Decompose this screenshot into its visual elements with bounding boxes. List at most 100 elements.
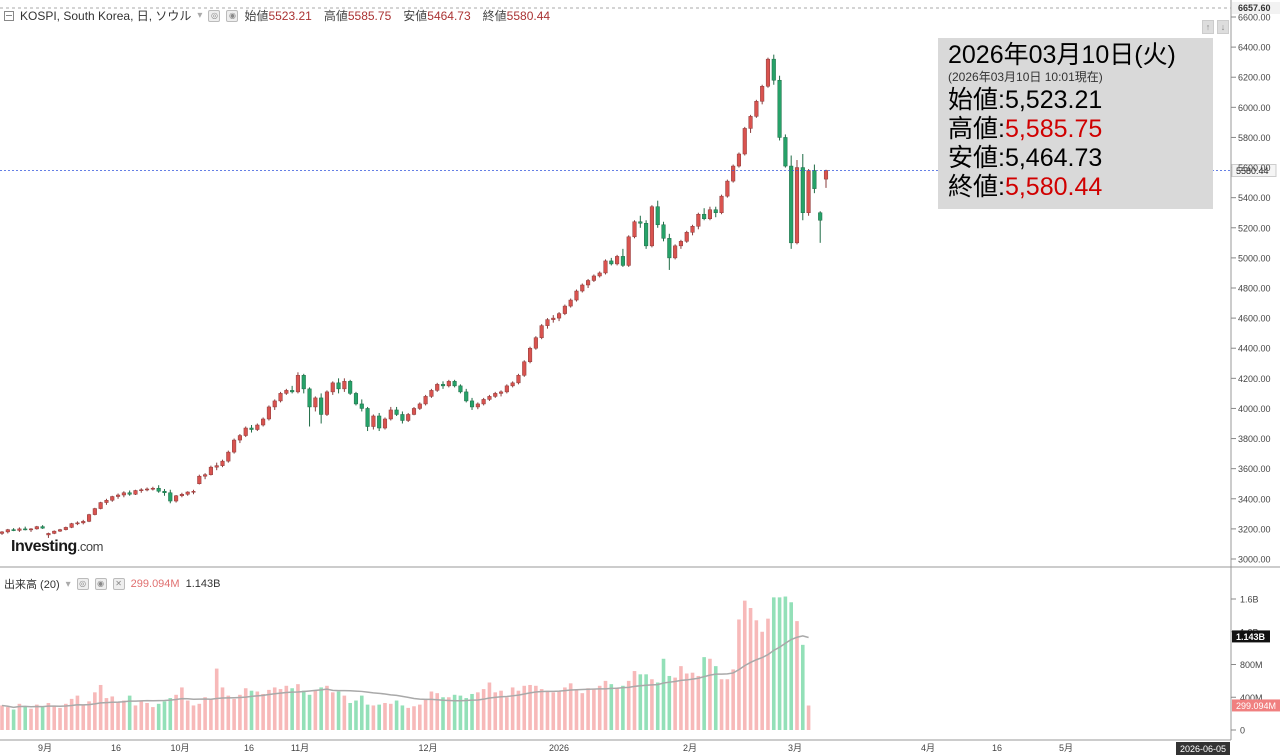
candle-body	[603, 260, 608, 274]
minimize-pane-icon[interactable]: ↓	[1217, 20, 1229, 34]
candle-body	[261, 418, 266, 426]
info-close-row: 終値:5,580.44	[948, 173, 1203, 202]
info-high-row: 高値:5,585.75	[948, 115, 1203, 144]
volume-bar	[679, 666, 683, 730]
candle-body	[510, 382, 515, 387]
volume-bar	[46, 702, 51, 730]
volume-bar	[516, 690, 521, 730]
time-tick-label: 11月	[291, 743, 309, 753]
info-open-row: 始値:5,523.21	[948, 86, 1203, 115]
volume-bar	[725, 679, 730, 730]
volume-bar	[551, 692, 556, 730]
volume-bar	[11, 709, 16, 730]
volume-bar	[139, 701, 144, 730]
volume-bar	[464, 698, 469, 730]
volume-bar	[418, 704, 422, 730]
volume-bar	[481, 689, 486, 730]
volume-bar	[23, 706, 28, 730]
volume-bar	[40, 707, 45, 730]
volume-bar	[458, 695, 463, 730]
time-tick-label: 2026	[549, 743, 569, 753]
candle-body	[417, 403, 422, 409]
volume-bar	[17, 703, 22, 730]
candle-body	[348, 381, 353, 394]
volume-bar	[116, 702, 120, 730]
price-tick-label: 5000.00	[1238, 253, 1271, 263]
ohlc-info-box: 2026年03月10日(火) (2026年03月10日 10:01現在) 始値:…	[938, 38, 1213, 209]
settings-icon[interactable]: ◎	[208, 9, 221, 22]
candle-body	[52, 530, 57, 534]
high-value: 5585.75	[347, 9, 392, 23]
candle-body	[789, 165, 794, 244]
candle-body	[586, 280, 591, 286]
volume-bar	[713, 666, 718, 730]
candle-body	[203, 474, 208, 477]
price-tick-label: 5400.00	[1238, 193, 1271, 203]
logo-suffix: .com	[76, 539, 104, 554]
low-value: 5464.73	[427, 9, 471, 23]
volume-bar	[226, 695, 231, 730]
candle-body	[5, 529, 10, 533]
visibility-icon[interactable]: ◉	[94, 578, 107, 590]
candle-body	[719, 195, 724, 213]
volume-ma-line	[1, 635, 809, 709]
candle-body	[777, 79, 782, 138]
volume-bar	[174, 694, 178, 730]
candle-body	[301, 375, 306, 390]
symbol-label[interactable]: KOSPI, South Korea, 日, ソウル	[20, 9, 192, 23]
candle-body	[742, 128, 747, 155]
settings-icon[interactable]: ◎	[76, 578, 89, 590]
max-price-label-bg	[1232, 2, 1280, 14]
candle-body	[644, 223, 649, 247]
volume-bar	[493, 692, 498, 730]
volume-bar	[319, 687, 323, 730]
candle-body	[284, 390, 289, 394]
candle-body	[11, 529, 16, 531]
maximize-pane-icon[interactable]: ↑	[1202, 20, 1214, 34]
time-tick-label: 12月	[418, 743, 437, 753]
max-price-label: 6657.60	[1238, 3, 1271, 13]
volume-legend-label[interactable]: 出来高 (20)	[4, 579, 60, 591]
price-tick-label: 3200.00	[1238, 524, 1271, 534]
candle-body	[23, 528, 28, 531]
volume-bar	[110, 696, 115, 730]
candle-body	[46, 533, 51, 536]
time-end-label: 2026-06-05	[1180, 744, 1226, 754]
candle-body	[272, 400, 277, 408]
volume-bar	[574, 689, 579, 730]
price-tick-label: 3800.00	[1238, 434, 1271, 444]
volume-bar	[800, 644, 805, 730]
volume-bar	[603, 680, 608, 730]
candle-body	[557, 313, 562, 319]
candle-body	[673, 245, 678, 259]
candle-body	[168, 492, 173, 502]
candle-body	[162, 491, 167, 494]
volume-bar	[615, 687, 619, 730]
candle-body	[528, 347, 533, 363]
visibility-icon[interactable]: ◉	[226, 9, 239, 22]
chevron-down-icon[interactable]: ▾	[197, 10, 203, 21]
candle-body	[574, 290, 579, 301]
volume-bar	[290, 688, 294, 730]
chevron-down-icon[interactable]: ▾	[65, 578, 71, 590]
price-tick-label: 4800.00	[1238, 284, 1271, 294]
candle-body	[371, 415, 376, 427]
collapse-icon[interactable]	[4, 10, 14, 21]
volume-bar	[760, 631, 764, 730]
candle-body	[632, 221, 637, 238]
candle-body	[133, 490, 138, 495]
volume-bar	[638, 674, 643, 730]
candle-body	[110, 496, 115, 501]
candle-body	[150, 487, 155, 490]
volume-bar	[690, 672, 695, 730]
close-icon[interactable]: ✕	[112, 578, 125, 590]
candle-body	[214, 465, 219, 468]
volume-bar	[52, 705, 57, 730]
volume-bar	[708, 658, 712, 730]
volume-bar	[487, 682, 492, 730]
candle-body	[736, 153, 742, 167]
price-tick-label: 4200.00	[1238, 374, 1271, 384]
candle-body	[783, 137, 788, 167]
volume-bar	[168, 698, 173, 730]
